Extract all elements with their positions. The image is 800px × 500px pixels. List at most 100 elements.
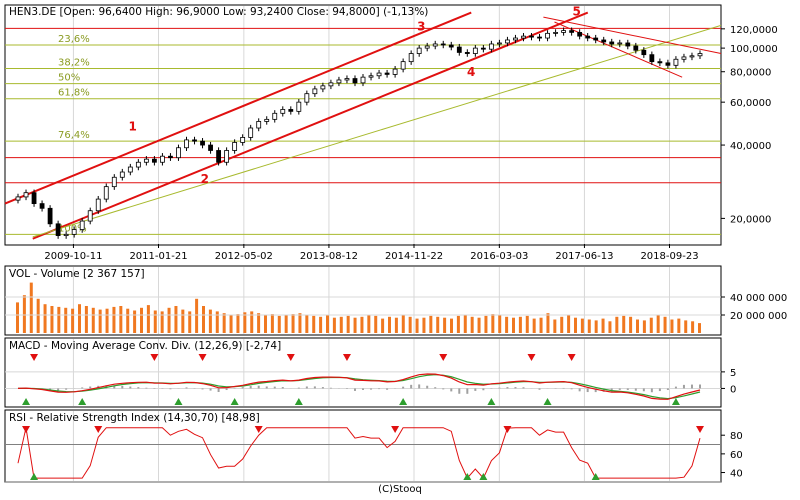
volume-bar: [491, 314, 495, 333]
volume-bar: [532, 318, 536, 333]
rsi-line: [17, 427, 701, 480]
date-tick-label: 2016-03-03: [470, 251, 528, 262]
date-tick-label: 2013-08-12: [300, 251, 358, 262]
volume-bar: [663, 316, 667, 333]
volume-bar: [98, 309, 102, 333]
candle-body: [432, 43, 438, 47]
candle-body: [641, 49, 647, 56]
candle-body: [79, 220, 85, 230]
trend-lines: [4, 11, 722, 240]
volume-bar: [291, 314, 295, 333]
volume-bar: [22, 295, 26, 333]
candle-body: [456, 46, 462, 53]
volume-bar: [684, 320, 688, 333]
macd-line: [17, 373, 701, 400]
candle-body: [537, 36, 542, 39]
volume-bar: [429, 315, 433, 333]
price-tick-label: 100,0000: [730, 44, 778, 55]
candle-body: [47, 207, 53, 225]
volume-bar: [677, 318, 681, 333]
rsi-oversold-marker: [463, 473, 472, 480]
volume-bar: [518, 316, 522, 333]
volume-bar: [601, 318, 605, 333]
rsi-tick-label: 60: [730, 450, 743, 461]
volume-bar: [119, 306, 123, 333]
volume-bar: [312, 315, 316, 333]
volume-bar: [78, 304, 81, 333]
candle-body: [505, 39, 510, 44]
candle-body: [272, 112, 278, 120]
candle-body: [23, 192, 29, 198]
candle-body: [408, 53, 414, 63]
macd-buy-marker: [543, 398, 552, 405]
channel-lower-line: [32, 11, 589, 240]
volume-bar: [649, 317, 653, 333]
candle-body: [288, 109, 294, 112]
price-title: HEN3.DE [Open: 96,6400 High: 96,9000 Low…: [9, 6, 428, 18]
date-tick-label: 2011-01-21: [129, 251, 187, 262]
candle-body: [296, 101, 302, 112]
candle-body: [464, 52, 470, 54]
macd-buy-marker: [174, 398, 183, 405]
fib-level-label: 50%: [58, 73, 80, 84]
candle-body: [304, 93, 310, 103]
volume-bar: [36, 298, 40, 333]
volume-bar: [580, 318, 584, 333]
wave-label: 5: [573, 5, 581, 19]
candle-body: [95, 198, 101, 212]
volume-bar: [408, 316, 412, 333]
volume-bar: [560, 316, 564, 333]
wave-labels: 1 2 3 4 5: [128, 5, 580, 186]
volume-bar: [512, 317, 515, 333]
volume-bar: [505, 316, 509, 333]
volume-bar: [105, 308, 109, 333]
volume-bar: [381, 318, 385, 333]
rsi-oversold-marker: [479, 473, 488, 480]
volume-bar: [215, 311, 219, 333]
volume-bar: [642, 320, 646, 333]
volume-bar: [698, 323, 701, 333]
volume-bar: [394, 317, 398, 333]
candle-body: [111, 176, 117, 188]
volume-bar: [29, 282, 33, 333]
candle-body: [665, 62, 671, 66]
volume-bar: [477, 317, 481, 333]
macd-title: MACD - Moving Average Conv. Div. (12,26,…: [9, 340, 281, 352]
candle-body: [87, 210, 93, 222]
candle-body: [416, 47, 422, 54]
candle-body: [689, 55, 695, 58]
candle-body: [119, 171, 125, 178]
volume-bar: [463, 315, 467, 333]
rsi-overbought-marker: [391, 426, 400, 433]
candle-body: [192, 139, 197, 142]
candle-body: [521, 35, 526, 39]
volume-bar: [339, 316, 343, 333]
candle-body: [344, 78, 350, 81]
candle-body: [569, 30, 575, 33]
rsi-overbought-marker: [22, 426, 31, 433]
candle-body: [633, 45, 639, 51]
macd-sell-marker: [198, 354, 207, 361]
candle-body: [184, 139, 189, 149]
candle-body: [248, 127, 254, 138]
candle-body: [280, 109, 286, 114]
candle-body: [448, 44, 454, 48]
date-tick-label: 2012-05-02: [215, 251, 273, 262]
candle-body: [360, 76, 366, 84]
volume-bar: [305, 315, 309, 333]
rsi-tick-label: 80: [730, 431, 743, 442]
candle-body: [681, 56, 687, 60]
candle-body: [216, 150, 221, 163]
volume-bar: [160, 311, 164, 333]
candle-body: [488, 43, 494, 50]
macd-sell-marker: [30, 354, 39, 361]
macd-buy-marker: [22, 398, 31, 405]
volume-bar: [146, 305, 150, 333]
volume-axis: 20 000 000 40 000 000: [5, 293, 787, 322]
fib-level-label: 61,8%: [58, 88, 90, 99]
volume-bar: [222, 313, 226, 333]
volume-bar: [367, 315, 371, 333]
volume-bar: [208, 309, 212, 333]
macd-plot: 05: [5, 339, 736, 406]
